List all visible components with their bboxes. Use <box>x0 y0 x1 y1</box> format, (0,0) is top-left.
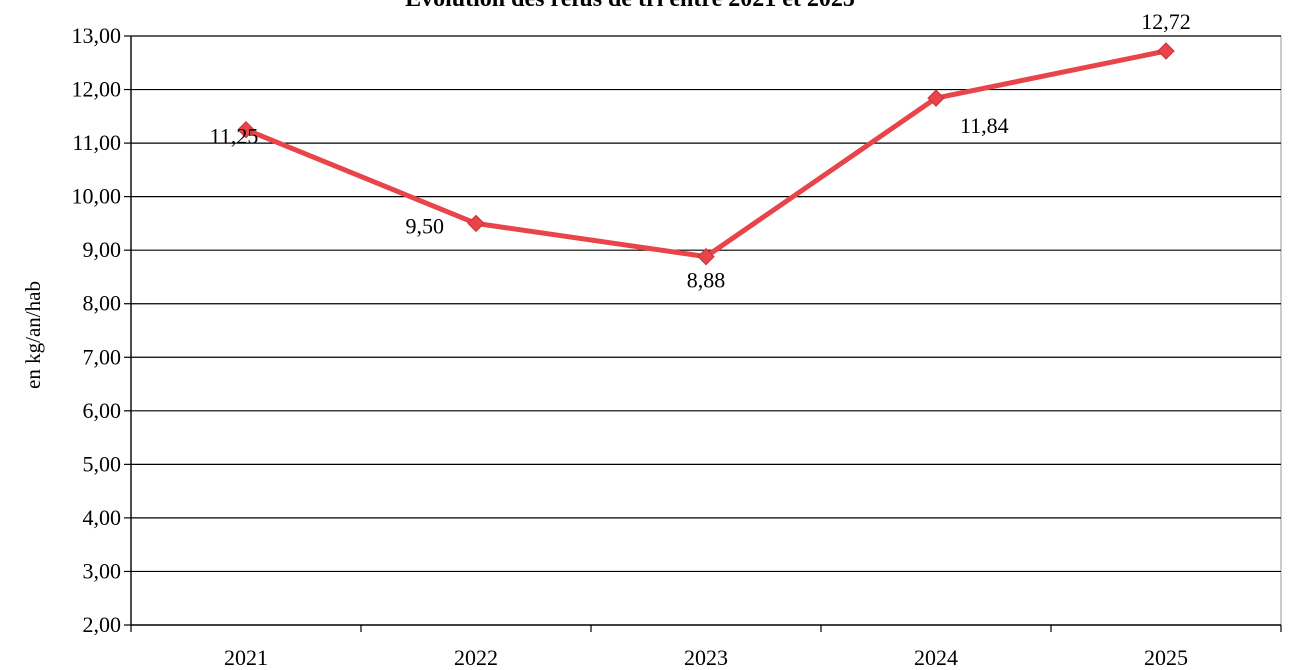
data-labels: 11,25 9,50 8,88 11,84 12,72 <box>210 9 1191 293</box>
y-tick-label: 5,00 <box>83 451 122 476</box>
data-label: 12,72 <box>1141 9 1191 34</box>
x-tick-label: 2021 <box>224 645 268 670</box>
data-label: 8,88 <box>687 268 726 293</box>
y-tick-label: 9,00 <box>83 237 122 262</box>
x-tick-label: 2023 <box>684 645 728 670</box>
y-tick-label: 3,00 <box>83 558 122 583</box>
y-tick-label: 7,00 <box>83 344 122 369</box>
x-tick-label: 2025 <box>1144 645 1188 670</box>
data-label: 9,50 <box>406 213 445 238</box>
data-point-marker <box>237 120 255 139</box>
data-point-marker <box>1157 42 1175 60</box>
x-tick-label: 2022 <box>454 645 498 670</box>
y-tick-label: 8,00 <box>83 291 122 316</box>
data-label: 11,25 <box>210 124 259 149</box>
y-axis-label: en kg/an/hab <box>21 281 45 389</box>
y-tick-label: 13,00 <box>72 23 122 48</box>
y-tick-label: 10,00 <box>72 184 122 209</box>
y-tick-label: 12,00 <box>72 77 122 102</box>
axes <box>124 35 1282 632</box>
x-tick-label: 2024 <box>914 645 958 670</box>
y-tick-label: 2,00 <box>83 612 122 637</box>
y-tick-labels: 2,00 3,00 4,00 5,00 6,00 7,00 8,00 9,00 10,00 11,… <box>72 23 122 637</box>
series-line <box>245 48 1167 260</box>
x-tick-labels: 2021 2022 2023 2024 2025 <box>224 645 1188 670</box>
y-tick-label: 4,00 <box>83 505 122 530</box>
data-point-marker <box>467 214 485 233</box>
data-series <box>237 42 1175 266</box>
y-tick-label: 6,00 <box>83 398 122 423</box>
data-point-marker <box>697 247 715 266</box>
data-label: 11,84 <box>960 113 1009 138</box>
gridlines <box>131 35 1282 625</box>
chart-title: Evolution des refus de tri entre 2021 et… <box>405 0 855 12</box>
y-tick-label: 11,00 <box>72 130 121 155</box>
data-point-marker <box>927 89 945 107</box>
